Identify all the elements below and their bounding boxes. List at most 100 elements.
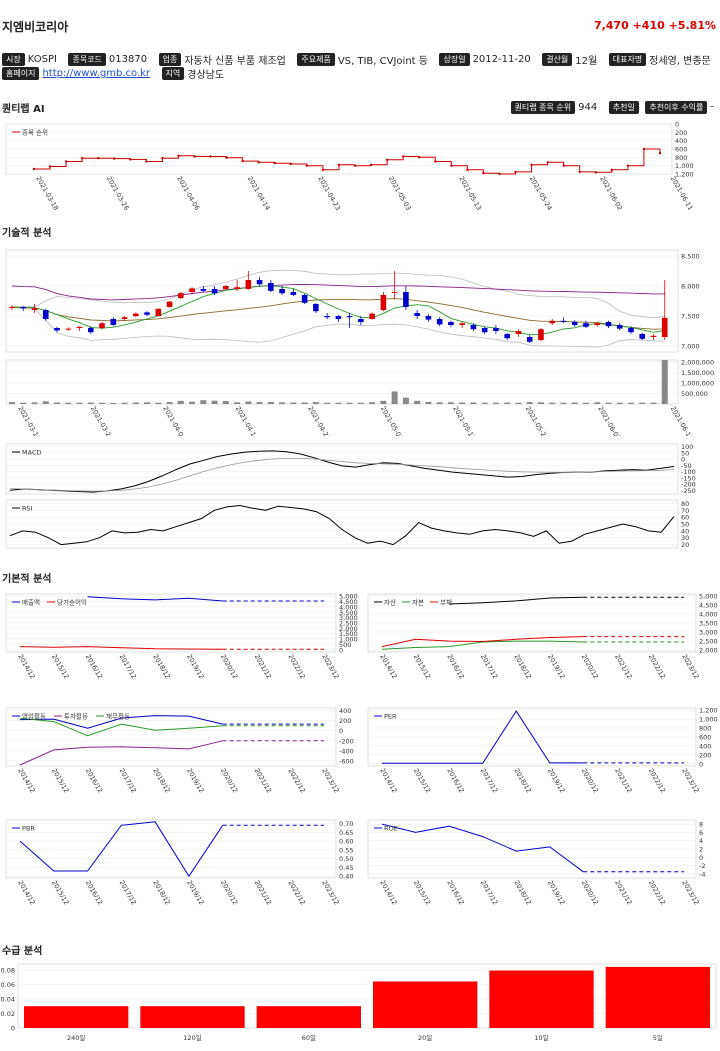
candle-body — [391, 292, 398, 293]
y-tick-label: 400 — [699, 742, 711, 750]
rec-date-tag: 추천일 — [608, 100, 639, 114]
volume-bar — [594, 402, 601, 404]
x-tick-label: 2018/12 — [512, 879, 532, 906]
y-tick-label: 0.40 — [339, 873, 353, 881]
volume-bar — [335, 402, 342, 404]
candle-body — [459, 323, 465, 325]
products-value: VS, TIB, CVJoint 등 — [337, 56, 428, 67]
candle-body — [110, 319, 117, 325]
candle-body — [256, 280, 263, 285]
y-tick-label: 4,000 — [699, 610, 718, 618]
rank-point — [434, 160, 437, 163]
y-tick-label: 20 — [681, 541, 689, 549]
legend-label: ROE — [384, 825, 398, 833]
volume-bar — [31, 402, 38, 404]
series-line — [19, 715, 223, 729]
y-tick-label: 200 — [699, 751, 711, 759]
y-tick-label: -150 — [681, 474, 696, 482]
y-tick-label: 1,000,000 — [681, 380, 714, 388]
y-tick-label: -50 — [681, 462, 692, 470]
x-tick-label: 2021-05-13 — [451, 405, 477, 436]
plot-frame — [5, 249, 679, 353]
y-tick-label: 1,200 — [675, 171, 694, 179]
rank-point — [161, 156, 164, 160]
ai-summary-bar: 퀀티랩 종목 순위 944 추천일 추천이후 수익률 - — [510, 100, 714, 114]
rsi-line — [9, 504, 675, 546]
fiscal-value: 12월 — [575, 56, 598, 67]
volume-bar — [605, 402, 612, 404]
volume-bar — [661, 360, 668, 404]
homepage-link[interactable]: http://www.gmb.co.kr — [42, 68, 151, 79]
rank-point — [289, 162, 293, 166]
series-line — [87, 596, 223, 602]
candle-body — [369, 313, 375, 319]
volume-bar — [54, 402, 61, 404]
price-change-pct: +5.81% — [668, 19, 716, 32]
x-tick-label: 2016/12 — [84, 653, 104, 680]
volume-bar — [9, 402, 15, 404]
volume-bar — [99, 402, 106, 404]
legend-label: RSI — [22, 505, 33, 513]
supply-bar — [256, 1006, 361, 1028]
volume-bar — [357, 402, 364, 404]
x-tick-label: 2021-03-26 — [105, 175, 131, 210]
y-tick-label: 1,000 — [675, 162, 694, 170]
y-tick-label: 2,500 — [699, 638, 718, 646]
y-tick-label: 0.06 — [1, 981, 15, 989]
volume-bar — [436, 402, 443, 404]
x-tick-label: 2015/12 — [412, 879, 432, 906]
x-tick-label: 2021-03-26 — [89, 405, 115, 436]
x-tick-label: 2019/12 — [185, 653, 205, 680]
volume-bar — [526, 402, 533, 404]
volume-bar — [549, 402, 556, 404]
x-tick-label: 2023/12 — [680, 879, 700, 906]
y-tick-label: 500,000 — [681, 390, 708, 398]
x-tick-label: 2021-05-03 — [379, 405, 405, 436]
rank-point — [80, 156, 84, 160]
candle-body — [628, 328, 634, 333]
candle-body — [9, 307, 15, 308]
y-tick-label: 200 — [339, 717, 351, 725]
y-tick-label: 6 — [699, 829, 703, 837]
y-tick-label: 80 — [681, 500, 689, 508]
candle-body — [268, 283, 274, 291]
x-tick-label: 2016/12 — [445, 653, 465, 680]
y-tick-label: 30 — [681, 534, 689, 542]
y-tick-label: 8,000 — [681, 283, 700, 291]
y-tick-label: 2,000 — [699, 647, 718, 655]
rank-point — [450, 164, 453, 167]
plot-frame — [5, 359, 679, 405]
x-tick-label: 2021-05-13 — [457, 175, 483, 210]
candle-body — [223, 286, 229, 289]
x-tick-label: 2021-04-23 — [306, 405, 332, 436]
candle-body — [279, 289, 285, 294]
rank-point — [193, 155, 196, 158]
y-tick-label: 0.60 — [339, 838, 353, 846]
rank-point — [32, 167, 36, 171]
rank-point — [562, 164, 565, 167]
y-tick-label: 0 — [339, 646, 343, 654]
volume-bar — [504, 402, 511, 404]
x-tick-label: 2023/12 — [680, 767, 700, 794]
y-tick-label: 500 — [339, 641, 351, 649]
x-tick-label: 2021-05-24 — [528, 175, 554, 210]
x-tick-label: 2014/12 — [16, 879, 36, 906]
ma-short-line — [11, 285, 665, 336]
price-change: +410 — [632, 19, 665, 32]
x-tick-label: 2023/12 — [320, 653, 340, 680]
x-tick-label: 2021-04-14 — [234, 405, 260, 436]
volume-bar — [402, 397, 409, 404]
candle-body — [31, 308, 38, 310]
volume-bar — [492, 402, 499, 404]
candle-body — [121, 317, 128, 319]
candle-body — [87, 328, 94, 333]
series-line — [381, 636, 584, 648]
rank-point — [369, 163, 373, 167]
y-tick-label: 0.08 — [1, 966, 15, 974]
rank-point — [64, 160, 68, 163]
x-tick-label: 2017/12 — [118, 767, 138, 794]
price-chart: 7,000 7,500 8,000 8,500 — [5, 249, 700, 353]
x-tick-label: 2015/12 — [50, 879, 70, 906]
rank-point — [305, 164, 309, 167]
y-tick-label: 0.04 — [1, 995, 15, 1003]
